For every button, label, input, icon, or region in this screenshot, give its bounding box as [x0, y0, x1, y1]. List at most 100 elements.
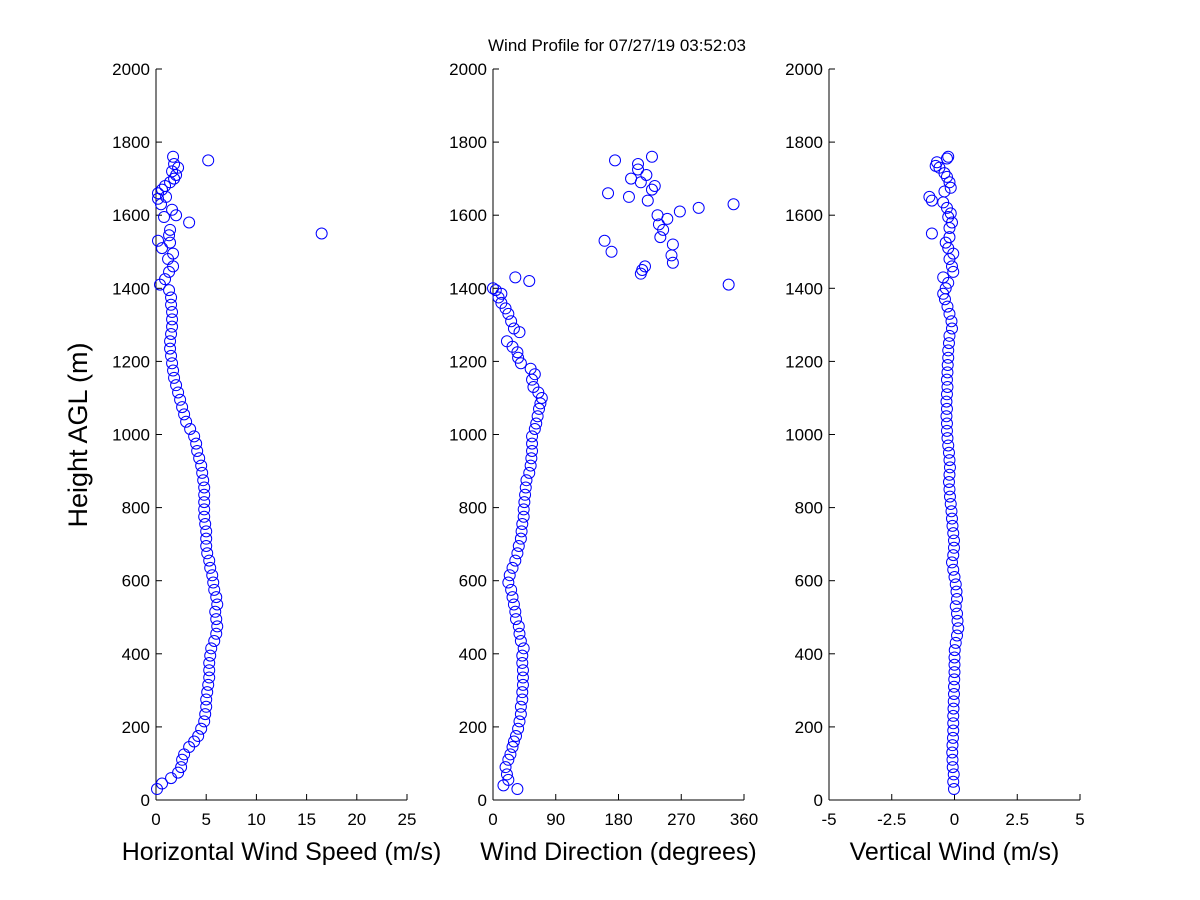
direction-data-point [516, 656, 529, 669]
speed-data-point [175, 761, 188, 774]
speed-data-point [178, 408, 191, 421]
vertical-data-point [943, 490, 956, 503]
vertical-xtick-label: 2.5 [1005, 810, 1029, 829]
vertical-data-point [941, 380, 954, 393]
speed-data-point [200, 532, 213, 545]
vertical-data-point [943, 461, 956, 474]
speed-data-point [208, 583, 221, 596]
speed-data-point [164, 223, 177, 236]
vertical-data-point [943, 176, 956, 189]
vertical-data-point [949, 578, 962, 591]
vertical-data-point [943, 231, 956, 244]
speed-ytick-label: 1800 [112, 133, 150, 152]
direction-ytick-label: 0 [478, 791, 487, 810]
direction-ytick-label: 1600 [449, 206, 487, 225]
direction-data-point [499, 761, 512, 774]
speed-data-point [180, 415, 193, 428]
vertical-data-point [947, 702, 960, 715]
direction-data-point [666, 238, 679, 251]
direction-data-point [530, 417, 543, 430]
direction-data-point [502, 576, 515, 589]
speed-data-point [199, 708, 212, 721]
vertical-data-point [943, 454, 956, 467]
direction-data-point [518, 496, 531, 509]
vertical-data-point [947, 549, 960, 562]
speed-data-point [315, 227, 328, 240]
direction-data-point [640, 168, 653, 181]
speed-data-point [152, 187, 165, 200]
direction-data-point [641, 194, 654, 207]
speed-data-point [166, 320, 179, 333]
vertical-data-point [949, 636, 962, 649]
direction-data-point [605, 245, 618, 258]
vertical-data-point [942, 476, 955, 489]
vertical-data-point [947, 775, 960, 788]
direction-data-point [526, 437, 539, 450]
speed-data-point [184, 423, 197, 436]
speed-data-point [198, 488, 211, 501]
speed-data-point [172, 161, 185, 174]
vertical-data-point [949, 600, 962, 613]
vertical-data-point [948, 666, 961, 679]
vertical-data-point [950, 585, 963, 598]
speed-data-point [158, 211, 171, 224]
direction-data-point [692, 201, 705, 214]
direction-data-point [502, 773, 515, 786]
speed-data-point [195, 459, 208, 472]
direction-data-point [531, 410, 544, 423]
vertical-data-point [947, 265, 960, 278]
direction-data-point [516, 686, 529, 699]
speed-data-point [168, 158, 181, 171]
direction-data-point [625, 172, 638, 185]
vertical-data-point [941, 300, 954, 313]
direction-data-point [523, 274, 536, 287]
speed-data-point [201, 547, 214, 560]
direction-data-point [517, 510, 530, 523]
direction-data-point [511, 547, 524, 560]
speed-xtick-label: 5 [201, 810, 210, 829]
vertical-data-point [947, 680, 960, 693]
speed-data-point [200, 525, 213, 538]
vertical-data-point [940, 388, 953, 401]
direction-data-point [500, 768, 513, 781]
direction-data-point [525, 452, 538, 465]
speed-data-point [198, 503, 211, 516]
direction-data-point [502, 307, 515, 320]
speed-data-point [166, 306, 179, 319]
vertical-ytick-label: 600 [795, 572, 823, 591]
direction-data-point [645, 183, 658, 196]
vertical-data-point [943, 483, 956, 496]
speed-data-point [196, 466, 209, 479]
speed-data-point [164, 236, 177, 249]
speed-data-point [164, 335, 177, 348]
direction-data-point [487, 282, 499, 295]
speed-ytick-label: 800 [122, 499, 150, 518]
direction-data-point [648, 179, 661, 192]
direction-data-point [632, 158, 645, 171]
vertical-data-point [946, 731, 959, 744]
speed-data-point [198, 496, 211, 509]
figure-title: Wind Profile for 07/27/19 03:52:03 [488, 36, 746, 55]
vertical-data-point [946, 739, 959, 752]
direction-data-point [609, 154, 622, 167]
speed-data-point [203, 664, 216, 677]
vertical-data-point [947, 527, 960, 540]
speed-ytick-label: 1400 [112, 279, 150, 298]
speed-ytick-label: 1600 [112, 206, 150, 225]
direction-data-point [509, 271, 522, 284]
vertical-ytick-label: 200 [795, 718, 823, 737]
speed-data-point [159, 273, 172, 286]
direction-data-point [502, 753, 515, 766]
vertical-ytick-label: 0 [814, 791, 823, 810]
direction-data-point [516, 671, 529, 684]
direction-data-point [602, 187, 615, 200]
vertical-data-point [947, 534, 960, 547]
speed-data-point [164, 342, 177, 355]
direction-data-point [510, 613, 523, 626]
direction-ytick-label: 2000 [449, 60, 487, 79]
vertical-data-point [947, 709, 960, 722]
speed-data-point [207, 576, 220, 589]
vertical-data-point [948, 673, 961, 686]
vertical-xtick-label: 5 [1075, 810, 1084, 829]
